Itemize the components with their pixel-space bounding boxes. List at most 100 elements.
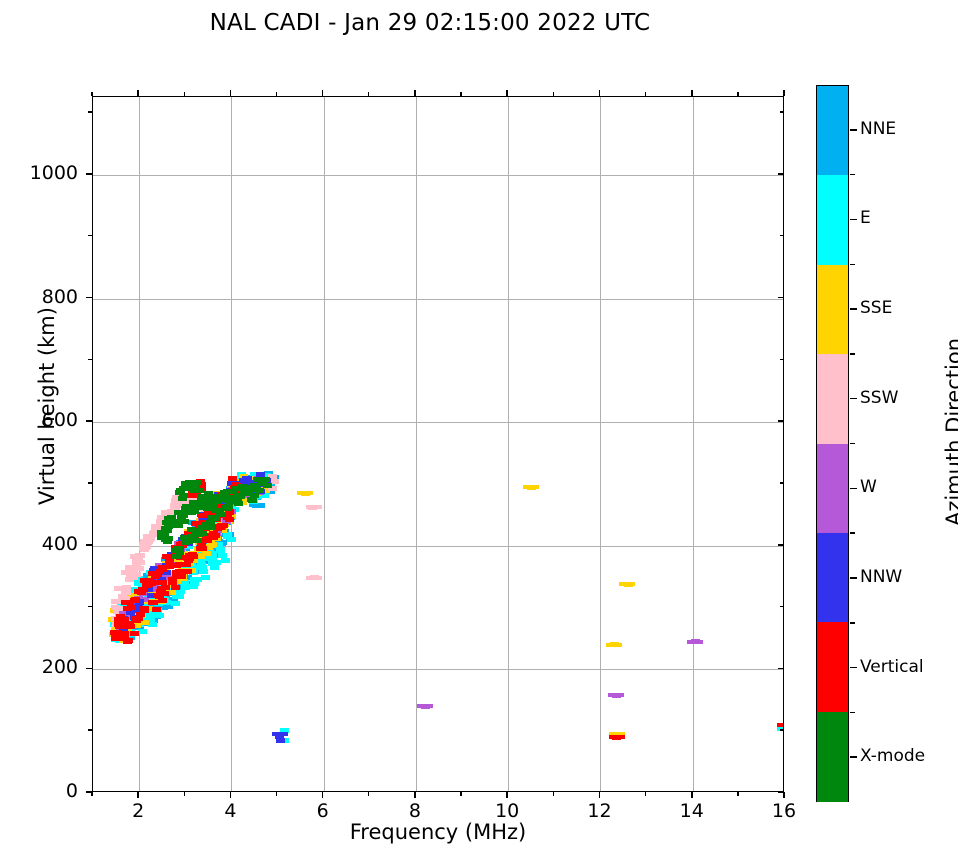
colorbar-band-vertical (817, 622, 848, 713)
colorbar-band-x-mode (817, 711, 848, 802)
echo-point-vertical (198, 545, 208, 551)
echo-point-x-mode (190, 505, 200, 511)
echo-point-x-mode (172, 554, 182, 560)
echo-point-vertical (148, 570, 158, 576)
echo-point-x-mode (189, 484, 199, 490)
colorbar-band-w (817, 443, 848, 534)
echo-point-e (184, 544, 194, 550)
echo-point-x-mode (157, 534, 167, 540)
x-tick-major (229, 792, 232, 798)
echo-point-e (215, 548, 225, 554)
x-tick-minor (737, 792, 739, 796)
echo-point-vertical (119, 631, 129, 637)
echo-point-vertical (140, 607, 150, 613)
echo-point-sse (195, 554, 205, 560)
echo-point-e (146, 617, 156, 623)
echo-point-vertical (175, 541, 185, 547)
colorbar-tick (850, 218, 857, 221)
x-tick-label: 14 (679, 800, 704, 822)
echo-point-e (180, 585, 190, 591)
echo-point-e (260, 493, 270, 499)
x-tick-minor (275, 792, 278, 796)
echo-point-x-mode (254, 487, 264, 493)
echo-point-vertical (216, 503, 226, 509)
echo-point-vertical (197, 512, 207, 518)
echo-point-nne (266, 488, 276, 494)
echo-point-vertical (216, 525, 226, 531)
echo-point-vertical (115, 623, 125, 629)
echo-point-e (116, 603, 126, 609)
echo-point-nne (255, 502, 265, 508)
echo-point-ssw (135, 552, 145, 558)
colorbar-tick (850, 308, 857, 310)
echo-point-nnw (130, 607, 140, 613)
echo-point-vertical (183, 531, 193, 537)
x-tick-major (414, 792, 416, 798)
echo-point-x-mode (228, 489, 238, 495)
colorbar-title: Azimuth Direction (942, 337, 958, 527)
echo-point-nnw (143, 586, 153, 592)
echo-point-e (223, 532, 233, 538)
colorbar-band-e (817, 175, 848, 266)
echo-point-e (204, 556, 214, 562)
echo-point-e (279, 727, 289, 733)
echo-point-vertical (191, 520, 201, 526)
echo-point-e (209, 565, 219, 571)
sporadic-echo-dash (777, 726, 783, 731)
echo-point-x-mode (209, 503, 219, 509)
echo-point-vertical (147, 581, 157, 587)
colorbar-band-nnw (817, 532, 848, 624)
x-tick-major-top (506, 90, 508, 96)
echo-point-nne (210, 548, 220, 554)
echo-point-vertical (137, 586, 147, 592)
echo-point-e (207, 550, 217, 556)
echo-point-vertical (160, 591, 170, 597)
echo-point-e (171, 600, 181, 606)
x-tick-label: 12 (587, 800, 612, 822)
gridline-vertical (415, 97, 417, 791)
echo-point-vertical (126, 604, 136, 610)
colorbar-boundary-tick (850, 353, 855, 355)
echo-point-x-mode (166, 523, 176, 529)
echo-point-sse (216, 520, 226, 526)
echo-point-x-mode (178, 511, 188, 517)
echo-point-vertical (157, 579, 167, 585)
colorbar-tick (850, 129, 857, 131)
echo-point-x-mode (167, 515, 177, 521)
echo-point-x-mode (183, 539, 193, 545)
gridline-vertical (508, 97, 510, 791)
echo-point-e (173, 593, 183, 599)
echo-point-e (200, 574, 210, 580)
echo-point-vertical (110, 630, 120, 636)
echo-point-x-mode (178, 493, 188, 498)
gridline-vertical (600, 97, 602, 791)
x-tick-major (598, 792, 601, 798)
echo-point-vertical (157, 565, 167, 571)
echo-point-vertical (225, 516, 235, 522)
echo-point-e (138, 628, 148, 634)
echo-point-x-mode (222, 488, 232, 494)
echo-point-ssw (111, 604, 121, 610)
colorbar-label-nne: NNE (860, 118, 897, 139)
x-tick-major (321, 792, 324, 798)
echo-point-vertical (143, 577, 153, 583)
colorbar-boundary-tick (850, 442, 855, 445)
sporadic-echo-dash (777, 723, 783, 727)
gridline-vertical (692, 97, 694, 791)
echo-point-x-mode (205, 525, 215, 531)
echo-point-x-mode (161, 520, 171, 526)
y-tick-minor (88, 482, 92, 484)
echo-point-x-mode (164, 535, 174, 541)
colorbar-band-ssw (817, 354, 848, 445)
echo-point-vertical (125, 600, 135, 606)
echo-point-vertical (120, 599, 130, 605)
echo-point-vertical (110, 633, 120, 639)
x-tick-minor (460, 792, 462, 796)
echo-point-e (211, 560, 221, 565)
echo-point-nnw (226, 481, 236, 487)
echo-point-e (192, 577, 202, 583)
y-tick-major-right (778, 420, 784, 422)
colorbar-boundary-tick (850, 532, 855, 534)
echo-point-sse (218, 528, 228, 534)
echo-point-nnw (244, 479, 254, 485)
